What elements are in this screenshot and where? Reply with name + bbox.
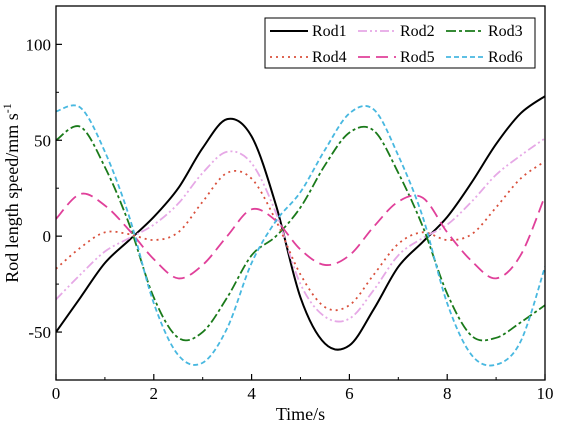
legend-label-rod5: Rod5	[400, 49, 435, 66]
x-axis-title: Time/s	[276, 404, 325, 424]
legend-box	[264, 17, 536, 69]
legend-label-rod2: Rod2	[400, 23, 435, 40]
legend-label-rod4: Rod4	[312, 49, 347, 66]
legend: Rod1 Rod2 Rod3 Rod4 Rod5 Rod6	[264, 17, 536, 69]
y-tick-label: 50	[34, 131, 51, 150]
y-axis-title: Rod length speed/mm s-1	[0, 103, 22, 283]
series-line-rod3	[56, 125, 545, 342]
series-line-rod4	[56, 160, 545, 312]
series-layer	[56, 95, 545, 367]
y-tick-label: -50	[28, 323, 51, 342]
series-line-rod5	[56, 192, 545, 280]
series-line-rod2	[56, 137, 545, 323]
series-line-rod6	[56, 104, 545, 367]
x-tick-label: 8	[443, 384, 452, 403]
axes-layer: 0 2 4 6 8 10 -50 0 50 100 Time/s Rod length speed/m…	[0, 5, 554, 424]
x-tick-label: 0	[52, 384, 61, 403]
legend-label-rod3: Rod3	[488, 23, 523, 40]
x-tick-label: 4	[247, 384, 256, 403]
y-axis-title-superscript: -1	[0, 103, 14, 113]
y-tick-label: 100	[26, 35, 52, 54]
x-tick-label: 6	[345, 384, 354, 403]
legend-label-rod1: Rod1	[312, 23, 347, 40]
y-axis-title-main: Rod length speed/mm s	[2, 113, 22, 283]
series-line-rod1	[56, 95, 545, 351]
x-tick-label: 2	[150, 384, 159, 403]
legend-label-rod6: Rod6	[488, 49, 523, 66]
x-tick-label: 10	[537, 384, 554, 403]
y-tick-label: 0	[43, 227, 52, 246]
